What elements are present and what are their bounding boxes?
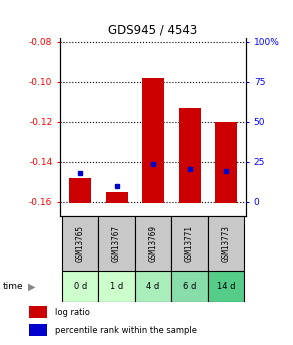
Bar xyxy=(135,271,171,302)
Text: GSM13769: GSM13769 xyxy=(149,225,158,262)
Bar xyxy=(62,216,98,271)
Text: 1 d: 1 d xyxy=(110,282,123,291)
Text: GSM13765: GSM13765 xyxy=(76,225,85,262)
Text: 0 d: 0 d xyxy=(74,282,87,291)
Bar xyxy=(29,306,47,318)
Text: 14 d: 14 d xyxy=(217,282,235,291)
Bar xyxy=(135,216,171,271)
Bar xyxy=(171,271,208,302)
Bar xyxy=(98,216,135,271)
Text: time: time xyxy=(3,282,23,291)
Bar xyxy=(69,178,91,203)
Text: log ratio: log ratio xyxy=(55,308,90,317)
Bar xyxy=(106,192,127,203)
Bar xyxy=(171,216,208,271)
Text: ▶: ▶ xyxy=(28,282,35,291)
Text: 4 d: 4 d xyxy=(146,282,160,291)
Text: GSM13773: GSM13773 xyxy=(222,225,231,262)
Bar xyxy=(208,271,244,302)
Bar xyxy=(208,216,244,271)
Bar xyxy=(142,78,164,203)
Title: GDS945 / 4543: GDS945 / 4543 xyxy=(108,24,198,37)
Text: percentile rank within the sample: percentile rank within the sample xyxy=(55,326,197,335)
Bar xyxy=(62,271,98,302)
Bar xyxy=(179,108,200,203)
Text: GSM13767: GSM13767 xyxy=(112,225,121,262)
Text: 6 d: 6 d xyxy=(183,282,196,291)
Text: GSM13771: GSM13771 xyxy=(185,225,194,262)
Bar xyxy=(29,324,47,336)
Bar xyxy=(98,271,135,302)
Bar xyxy=(215,122,237,203)
